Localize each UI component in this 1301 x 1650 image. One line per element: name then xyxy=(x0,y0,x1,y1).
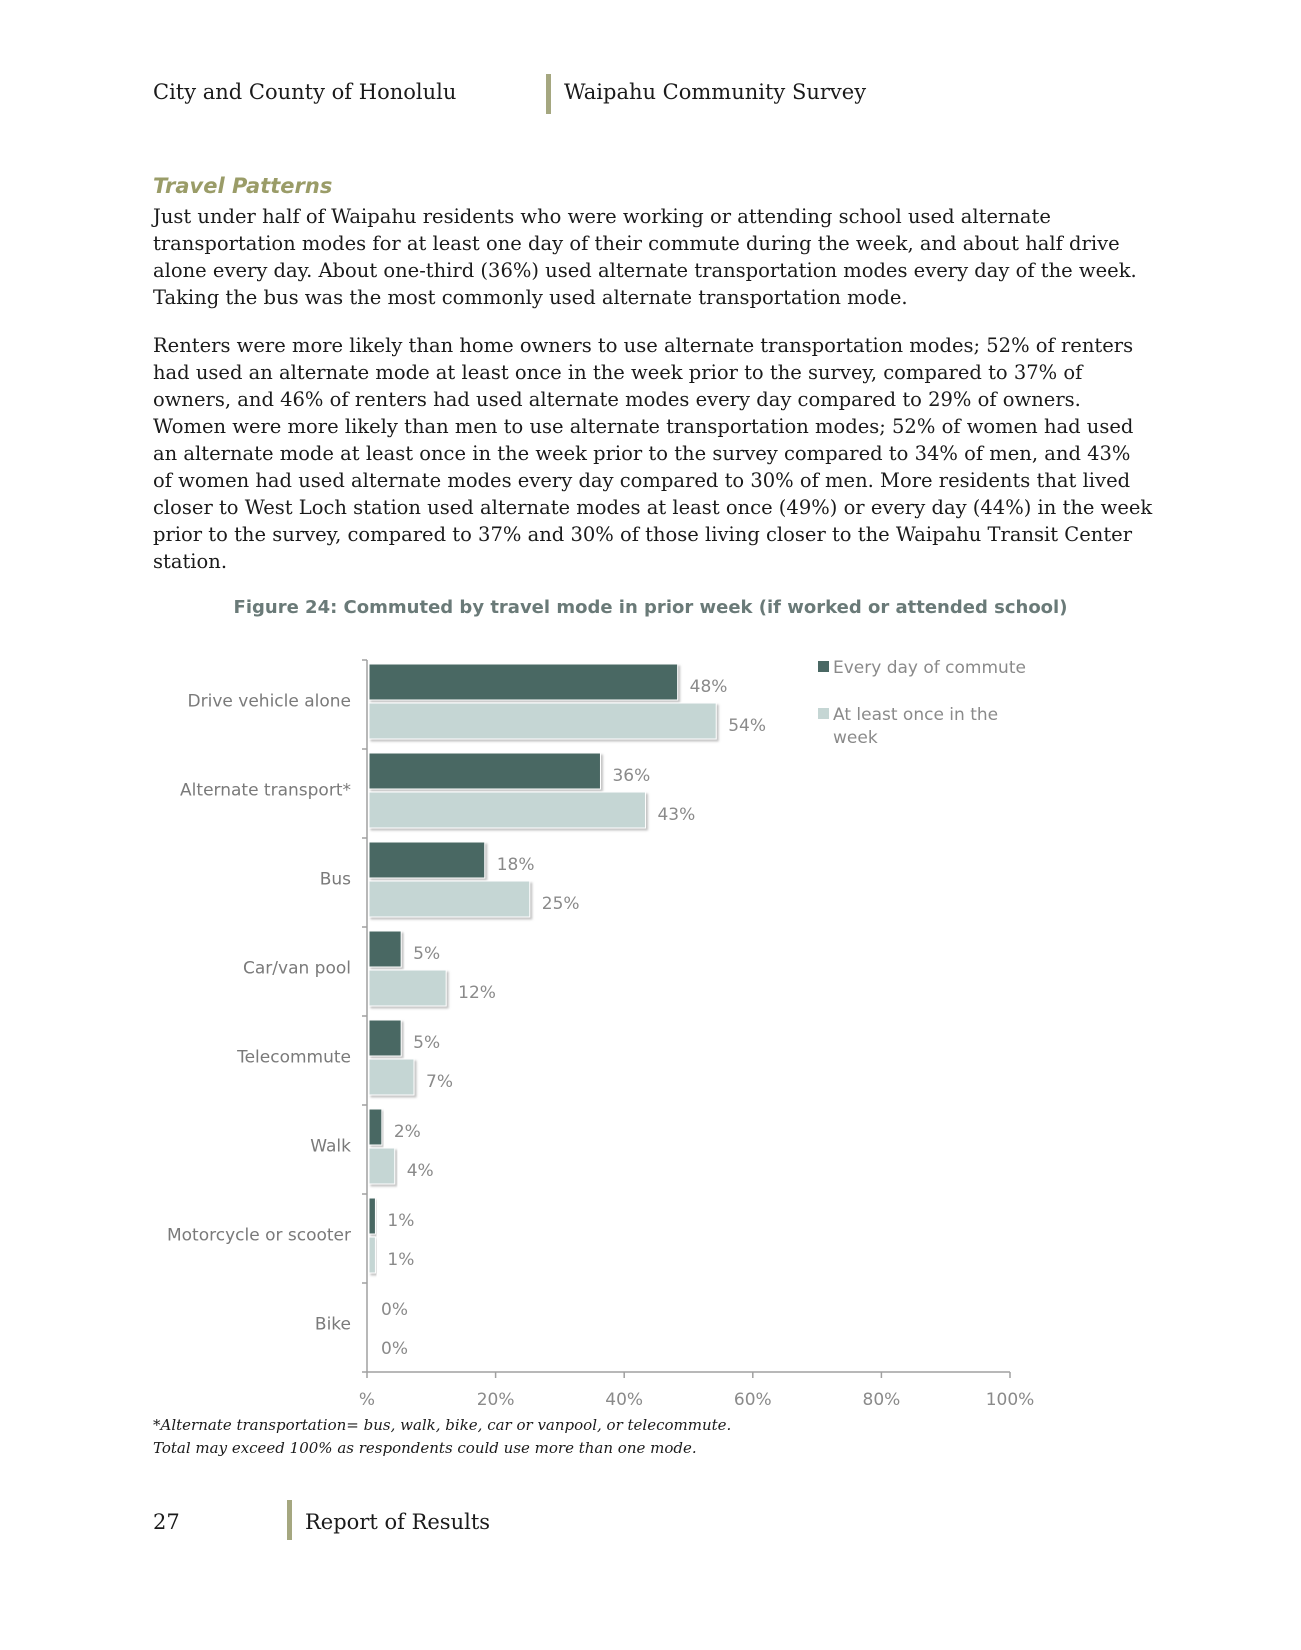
figure-title: Figure 24: Commuted by travel mode in pr… xyxy=(233,597,1068,618)
bar xyxy=(368,930,402,968)
category-label: Motorcycle or scooter xyxy=(167,1226,351,1246)
data-label: 54% xyxy=(728,716,766,736)
footer-label: Report of Results xyxy=(305,1510,491,1534)
data-label: 2% xyxy=(394,1122,421,1142)
legend-label: At least once in the xyxy=(833,705,998,725)
data-label: 4% xyxy=(407,1161,434,1181)
paragraph-2: Renters were more likely than home owner… xyxy=(153,334,1153,573)
data-label: 5% xyxy=(413,1033,440,1053)
section-title: Travel Patterns xyxy=(153,174,333,198)
bar xyxy=(368,1108,383,1146)
bar xyxy=(368,969,447,1007)
x-tick-label: % xyxy=(359,1390,375,1410)
bar xyxy=(368,841,486,879)
data-label: 48% xyxy=(690,677,728,697)
data-label: 0% xyxy=(381,1339,408,1359)
header-left: City and County of Honolulu xyxy=(153,80,457,104)
header-divider xyxy=(546,74,551,114)
data-label: 43% xyxy=(657,805,695,825)
data-label: 36% xyxy=(612,766,650,786)
footer-page-number: 27 xyxy=(153,1510,180,1534)
x-tick-label: 100% xyxy=(986,1390,1035,1410)
bar xyxy=(368,1197,376,1235)
category-label: Bus xyxy=(320,870,351,890)
header-right: Waipahu Community Survey xyxy=(564,80,867,104)
data-label: 25% xyxy=(542,894,580,914)
bar xyxy=(368,1236,376,1274)
legend-swatch xyxy=(818,661,829,672)
bar xyxy=(368,880,531,918)
data-label: 1% xyxy=(387,1250,414,1270)
category-label: Drive vehicle alone xyxy=(188,692,351,712)
bar-chart: % 20% 40% 60% 80% 100%Drive vehicle alone48%5… xyxy=(167,658,1035,1410)
bar xyxy=(368,1147,396,1185)
bar xyxy=(368,702,717,740)
x-tick-label: 40% xyxy=(605,1390,643,1410)
data-label: 18% xyxy=(497,855,535,875)
data-label: 1% xyxy=(387,1211,414,1231)
x-tick-label: 60% xyxy=(734,1390,772,1410)
legend-swatch xyxy=(818,708,829,719)
bar xyxy=(368,1019,402,1057)
footer-divider xyxy=(287,1500,292,1540)
bar xyxy=(368,663,679,701)
data-label: 5% xyxy=(413,944,440,964)
legend-label-cont: week xyxy=(833,728,878,748)
category-label: Telecommute xyxy=(236,1048,351,1068)
bar xyxy=(368,1058,415,1096)
bar xyxy=(368,752,601,790)
category-label: Walk xyxy=(310,1137,351,1157)
category-label: Car/van pool xyxy=(243,959,351,979)
legend-label: Every day of commute xyxy=(833,658,1026,678)
x-tick-label: 80% xyxy=(863,1390,901,1410)
data-label: 12% xyxy=(458,983,496,1003)
bar xyxy=(368,791,646,829)
category-label: Alternate transport* xyxy=(180,781,351,801)
footnote-2: Total may exceed 100% as respondents cou… xyxy=(153,1439,697,1457)
data-label: 7% xyxy=(426,1072,453,1092)
footnote-1: *Alternate transportation= bus, walk, bi… xyxy=(153,1416,732,1434)
category-label: Bike xyxy=(315,1315,351,1335)
x-tick-label: 20% xyxy=(477,1390,515,1410)
data-label: 0% xyxy=(381,1300,408,1320)
paragraph-1: Just under half of Waipahu residents who… xyxy=(153,205,1137,309)
